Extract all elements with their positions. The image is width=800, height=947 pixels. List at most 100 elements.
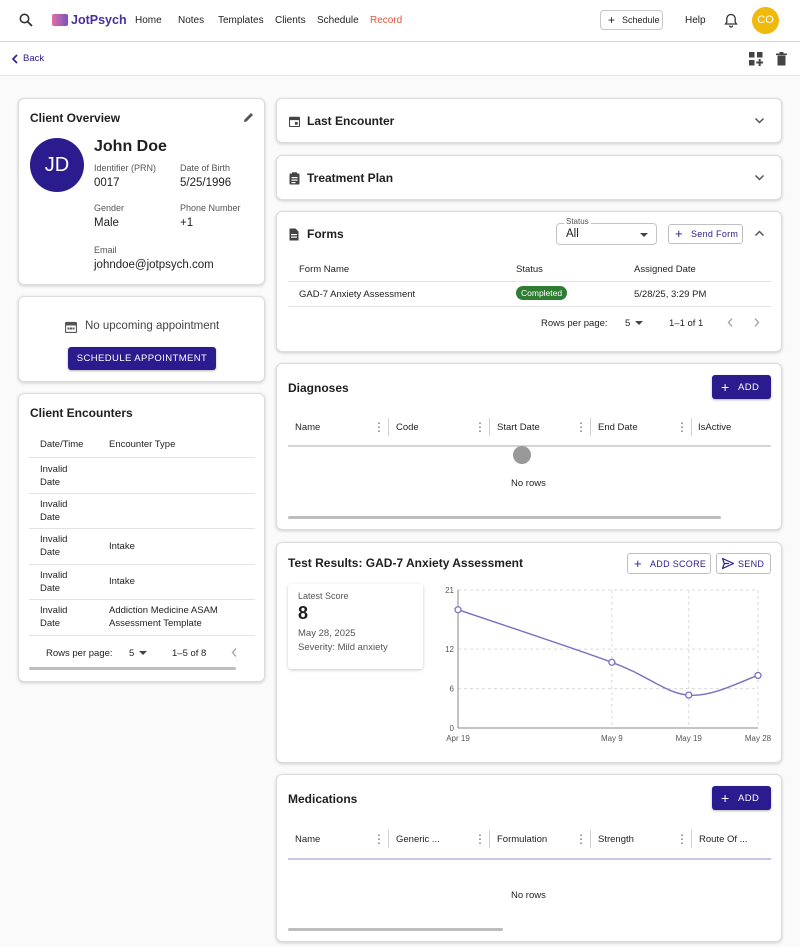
test-results-title: Test Results: GAD-7 Anxiety Assessment [288, 556, 523, 570]
search-icon[interactable] [19, 13, 33, 27]
add-medication-button[interactable]: + ADD [712, 786, 771, 810]
send-button[interactable]: SEND [716, 553, 771, 574]
schedule-appointment-label: SCHEDULE APPOINTMENT [76, 353, 208, 364]
client-overview-card: Client Overview JD John Doe Identifier (… [18, 98, 265, 285]
column-header-route[interactable]: Route Of ... [699, 834, 748, 845]
gender-label: Gender [94, 203, 125, 213]
column-separator[interactable] [691, 418, 692, 436]
table-row[interactable]: Invalid Date [29, 494, 255, 529]
column-header-code[interactable]: Code [396, 422, 419, 433]
rows-per-page-select[interactable]: 5 [129, 647, 151, 661]
horizontal-scrollbar[interactable] [288, 516, 721, 519]
chevron-down-icon[interactable] [754, 174, 765, 181]
forms-card: Forms Status All + Send Form Form Name S… [276, 211, 782, 352]
column-menu-icon[interactable]: ⋮ [575, 420, 587, 434]
client-encounters-title: Client Encounters [30, 406, 133, 420]
nav-templates-link[interactable]: Templates [218, 15, 264, 26]
column-menu-icon[interactable]: ⋮ [474, 832, 486, 846]
column-separator[interactable] [388, 830, 389, 848]
nav-notes-link[interactable]: Notes [178, 15, 205, 26]
column-separator[interactable] [489, 418, 490, 436]
schedule-button[interactable]: + Schedule [600, 10, 663, 30]
email-value: johndoe@jotpsych.com [94, 259, 214, 271]
nav-clients-link[interactable]: Clients [275, 15, 306, 26]
form-assigned-date: 5/28/25, 3:29 PM [634, 289, 707, 300]
column-separator[interactable] [489, 830, 490, 848]
column-menu-icon[interactable]: ⋮ [373, 832, 385, 846]
rows-per-page-select[interactable]: 5 [625, 317, 647, 331]
column-header-name[interactable]: Name [295, 422, 321, 433]
clipboard-icon [289, 172, 300, 185]
trash-icon[interactable] [776, 52, 787, 66]
user-avatar[interactable]: CO [752, 7, 779, 34]
treatment-plan-title: Treatment Plan [307, 171, 394, 185]
divider [29, 599, 255, 600]
chevron-left-icon[interactable] [727, 317, 734, 328]
table-row[interactable]: Invalid Date Intake [29, 565, 255, 600]
encounter-type: Intake [109, 576, 135, 587]
help-link[interactable]: Help [685, 15, 706, 26]
add-score-label: ADD SCORE [650, 559, 707, 569]
column-header-formulation[interactable]: Formulation [497, 834, 548, 845]
column-menu-icon[interactable]: ⋮ [575, 832, 587, 846]
column-menu-icon[interactable]: ⋮ [373, 420, 385, 434]
schedule-button-label: Schedule [622, 15, 660, 25]
nav-schedule-link[interactable]: Schedule [317, 15, 359, 26]
forms-header-status[interactable]: Status [516, 264, 543, 275]
column-separator[interactable] [691, 830, 692, 848]
add-diagnosis-button[interactable]: + ADD [712, 375, 771, 399]
column-menu-icon[interactable]: ⋮ [676, 420, 688, 434]
status-badge: Completed [516, 286, 568, 300]
y-tick-label: 21 [445, 586, 454, 595]
layout-customize-icon[interactable] [749, 52, 763, 66]
brand-logo-text[interactable]: JotPsych [71, 13, 127, 27]
x-tick-label: Apr 19 [446, 734, 470, 743]
horizontal-scrollbar[interactable] [29, 667, 236, 670]
column-header-start-date[interactable]: Start Date [497, 422, 540, 433]
chevron-left-icon [11, 53, 19, 65]
score-line-chart: 0 6 12 21 Apr 19 May 9 May 19 May 28 [445, 586, 772, 743]
column-separator[interactable] [590, 418, 591, 436]
score-data-point [754, 671, 762, 680]
edit-pencil-icon[interactable] [243, 112, 254, 123]
rows-per-page-label: Rows per page: [46, 648, 113, 659]
table-row[interactable]: Invalid Date Addiction Medicine ASAM Ass… [29, 600, 255, 635]
chevron-right-icon[interactable] [753, 317, 760, 328]
encounters-header-type[interactable]: Encounter Type [109, 439, 176, 450]
treatment-plan-card[interactable]: Treatment Plan [276, 155, 782, 200]
column-header-strength[interactable]: Strength [598, 834, 634, 845]
nav-home-link[interactable]: Home [135, 15, 162, 26]
brand-logo-mark[interactable] [52, 14, 68, 26]
column-menu-icon[interactable]: ⋮ [676, 832, 688, 846]
bell-icon[interactable] [724, 13, 738, 28]
column-header-end-date[interactable]: End Date [598, 422, 638, 433]
column-header-generic[interactable]: Generic ... [396, 834, 440, 845]
column-header-isactive[interactable]: IsActive [698, 422, 732, 433]
form-name: GAD-7 Anxiety Assessment [299, 289, 416, 300]
chevron-down-icon[interactable] [754, 117, 765, 124]
forms-header-name[interactable]: Form Name [299, 264, 350, 275]
plus-icon: + [675, 226, 683, 241]
column-separator[interactable] [388, 418, 389, 436]
status-select[interactable]: Status All [556, 217, 657, 245]
send-form-label: Send Form [691, 229, 739, 239]
table-row[interactable]: Invalid Date Intake [29, 529, 255, 564]
caret-down-icon [635, 321, 643, 325]
plus-icon: + [608, 13, 616, 27]
table-row[interactable]: GAD-7 Anxiety Assessment Completed 5/28/… [288, 282, 771, 306]
schedule-appointment-button[interactable]: SCHEDULE APPOINTMENT [68, 347, 216, 370]
column-separator[interactable] [590, 830, 591, 848]
nav-record-link[interactable]: Record [370, 15, 403, 26]
column-header-name[interactable]: Name [295, 834, 321, 845]
table-row[interactable]: Invalid Date [29, 458, 255, 493]
column-menu-icon[interactable]: ⋮ [474, 420, 486, 434]
rows-per-page-value: 5 [129, 648, 135, 659]
chevron-up-icon[interactable] [754, 230, 765, 237]
send-form-button[interactable]: + Send Form [668, 224, 743, 244]
forms-header-date[interactable]: Assigned Date [634, 264, 696, 275]
encounters-header-datetime[interactable]: Date/Time [40, 439, 84, 450]
add-score-button[interactable]: + ADD SCORE [627, 553, 711, 574]
chevron-left-icon[interactable] [231, 647, 238, 658]
last-encounter-card[interactable]: Last Encounter [276, 98, 782, 143]
horizontal-scrollbar[interactable] [288, 928, 503, 931]
